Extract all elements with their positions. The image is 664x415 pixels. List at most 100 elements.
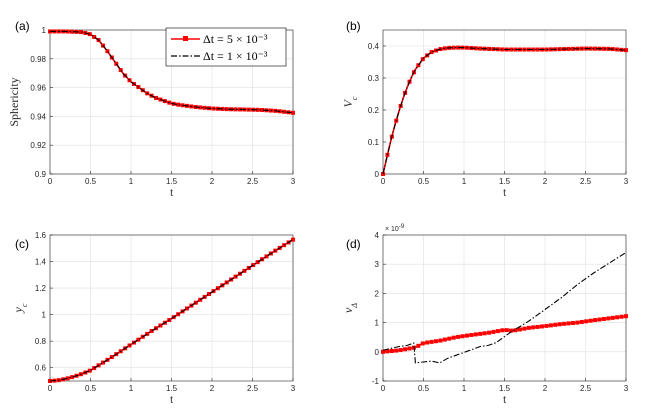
y-tick-label: 2 <box>375 289 380 298</box>
series-marker-dt5 <box>442 46 447 51</box>
series-marker-dt5 <box>504 328 509 333</box>
series-marker-dt5 <box>579 319 584 324</box>
x-tick-label: 0.5 <box>418 177 430 186</box>
series-marker-dt5 <box>394 348 399 353</box>
series-marker-dt5 <box>184 306 189 311</box>
x-tick-label: 3 <box>624 384 629 393</box>
y-tick-label: 0.2 <box>368 106 380 115</box>
x-tick-label: 0 <box>381 177 386 186</box>
series-marker-dt5 <box>127 78 132 83</box>
x-tick-label: 1 <box>129 384 134 393</box>
series-marker-dt5 <box>522 326 527 331</box>
y-axis-label: vΔ <box>341 303 359 313</box>
series-marker-dt5 <box>92 34 97 39</box>
legend-box <box>165 27 287 67</box>
y-axis-label: Sphericity <box>7 77 21 126</box>
series-line-dt1 <box>50 30 294 114</box>
panel-c: 0 0.5 1 1.5 2 2.5 3 0.6 0.8 1 1.2 1.4 1.6 t yc (c) <box>11 231 296 406</box>
x-tick-label: 2 <box>543 384 548 393</box>
series-marker-dt5 <box>233 107 238 112</box>
x-axis-label: t <box>503 395 506 406</box>
y-tick-label: 0.4 <box>368 42 380 51</box>
series-marker-dt5 <box>193 300 198 305</box>
series-marker-dt5 <box>264 254 269 259</box>
series-marker-dt5 <box>202 105 207 110</box>
y-tick-label: 1.4 <box>35 258 47 267</box>
series-marker-dt5 <box>87 368 92 373</box>
series-marker-dt5 <box>517 327 522 332</box>
series-marker-dt5 <box>255 260 260 265</box>
series-marker-dt5 <box>615 47 620 52</box>
series-marker-dt5 <box>544 323 549 328</box>
series-marker-dt5 <box>535 47 540 52</box>
x-tick-label: 3 <box>291 384 296 393</box>
series-marker-dt5 <box>557 47 562 52</box>
series-marker-dt5 <box>70 29 75 34</box>
y-tick-label: -1 <box>372 377 380 386</box>
series-marker-dt5 <box>487 46 492 51</box>
x-tick-label: 2 <box>210 177 215 186</box>
series-marker-dt5 <box>487 330 492 335</box>
panel-b: 0 0.5 1 1.5 2 2.5 3 0 0.1 0.2 0.3 0.4 t Vc (b) <box>341 19 629 199</box>
y-tick-label: 0.92 <box>30 141 46 150</box>
series-marker-dt5 <box>588 318 593 323</box>
x-tick-label: 1.5 <box>499 384 511 393</box>
x-tick-label: 1 <box>462 384 467 393</box>
series-marker-dt5 <box>434 339 439 344</box>
series-marker-dt5 <box>176 102 181 107</box>
x-tick-label: 2.5 <box>247 384 259 393</box>
series-marker-dt5 <box>570 320 575 325</box>
x-tick-label: 0.5 <box>85 384 97 393</box>
series-marker-dt5 <box>601 46 606 51</box>
x-tick-label: 0 <box>48 177 53 186</box>
series-marker-dt5 <box>456 45 461 50</box>
series-marker-dt5 <box>570 46 575 51</box>
y-tick-label: 0.9 <box>35 170 47 179</box>
series-marker-dt5 <box>526 325 531 330</box>
x-tick-label: 1 <box>462 177 467 186</box>
series-marker-dt5 <box>513 47 518 52</box>
series-marker-dt5 <box>478 331 483 336</box>
series-marker-dt5 <box>127 343 132 348</box>
series-marker-dt5 <box>540 324 545 329</box>
series-marker-dt5 <box>207 292 212 297</box>
series-marker-dt5 <box>584 319 589 324</box>
series-marker-dt5 <box>478 46 483 51</box>
series-marker-dt5 <box>535 324 540 329</box>
series-marker-dt5 <box>420 341 425 346</box>
series-marker-dt5 <box>109 355 114 360</box>
series-marker-dt5 <box>509 47 514 52</box>
series-marker-dt5 <box>438 338 443 343</box>
series-marker-dt5 <box>224 107 229 112</box>
y-axis-label: yc <box>11 303 29 313</box>
x-tick-label: 0.5 <box>85 177 97 186</box>
x-tick-label: 2 <box>543 177 548 186</box>
series-marker-dt5 <box>624 48 628 53</box>
y-tick-label: 0.3 <box>368 74 380 83</box>
series-marker-dt5 <box>136 337 141 342</box>
series-marker-dt5 <box>601 316 606 321</box>
y-tick-label: 0.6 <box>35 364 47 373</box>
series-marker-dt5 <box>416 63 421 68</box>
series-marker-dt5 <box>495 329 500 334</box>
y-tick-label: 0.8 <box>35 337 47 346</box>
series-marker-dt5 <box>469 332 474 337</box>
series-marker-dt5 <box>597 317 602 322</box>
x-axis-label: t <box>170 395 173 406</box>
series-marker-dt5 <box>473 46 478 51</box>
series-marker-dt5 <box>447 336 452 341</box>
series-marker-dt5 <box>557 322 562 327</box>
legend-marker-red <box>183 36 188 41</box>
x-tick-label: 2.5 <box>247 177 259 186</box>
y-tick-label: 0 <box>375 348 380 357</box>
series-marker-dt5 <box>158 323 163 328</box>
x-tick-label: 3 <box>291 177 296 186</box>
series-marker-dt5 <box>610 315 615 320</box>
series-marker-dt5 <box>500 328 505 333</box>
x-axis-label: t <box>170 188 173 199</box>
series-line-dt1 <box>49 239 294 382</box>
series-marker-dt5 <box>624 314 628 319</box>
series-marker-dt5 <box>429 50 434 55</box>
x-tick-label: 2.5 <box>580 384 592 393</box>
y-tick-label: 1 <box>42 26 47 35</box>
